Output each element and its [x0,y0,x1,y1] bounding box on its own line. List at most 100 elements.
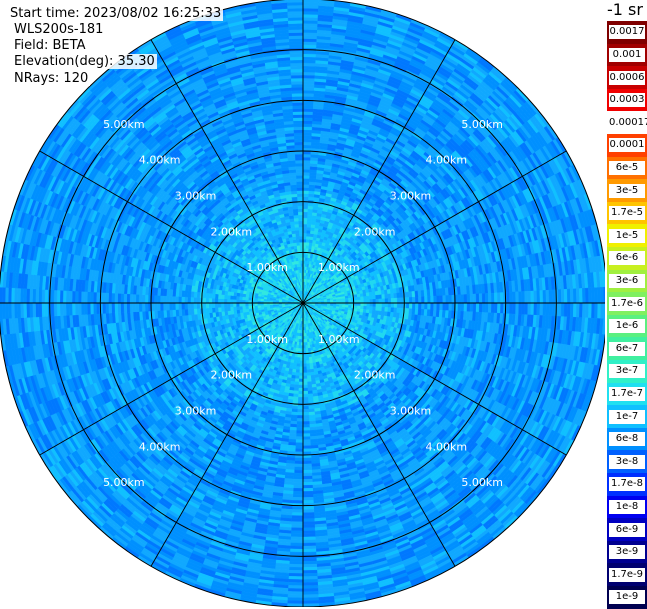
data-cell [434,296,437,303]
data-cell [552,290,555,303]
data-cell [497,303,500,313]
data-cell [604,287,605,303]
data-cell [303,136,312,139]
data-cell [491,293,494,303]
data-cell [549,290,552,303]
data-cell [470,303,473,312]
data-cell [394,303,397,308]
data-cell [366,306,369,310]
data-cell [358,300,361,303]
data-cell [552,303,555,316]
data-cell [303,157,311,160]
data-cell [522,291,525,303]
data-cell [303,102,314,105]
data-cell [473,303,476,312]
data-cell [470,294,473,303]
data-cell [303,236,307,239]
data-cell [537,291,540,303]
data-cell [534,291,537,303]
data-cell [479,294,482,303]
data-cell [440,296,443,303]
data-cell [388,303,391,308]
data-cell [491,303,494,313]
data-cell [303,245,306,248]
data-cell [516,292,519,303]
data-cell [406,297,409,303]
data-cell [476,294,479,303]
data-cell [488,293,491,303]
data-cell [464,303,467,312]
data-cell [424,303,427,310]
data-cell [307,218,312,221]
data-cell [303,115,313,118]
data-cell [303,187,309,190]
data-cell [306,239,309,242]
data-cell [303,72,315,75]
data-cell [361,300,364,303]
data-cell [303,172,310,175]
data-cell [388,298,391,303]
data-cell [415,297,418,303]
data-cell [360,306,363,309]
data-cell [461,295,464,303]
data-cell [525,291,528,303]
data-cell [303,54,316,57]
data-cell [303,181,309,184]
data-cell [370,299,373,303]
data-cell [303,224,307,227]
data-cell [367,299,370,303]
data-cell [564,303,567,317]
data-cell [528,291,531,303]
data-cell [303,108,313,111]
data-cell [558,303,561,317]
data-cell [360,297,363,300]
data-cell [531,303,534,315]
data-cell [424,296,427,303]
data-cell [546,290,549,303]
data-cell [303,184,309,187]
data-cell [303,163,310,166]
data-cell [397,298,400,303]
data-cell [303,239,306,242]
data-cell [342,299,345,301]
data-cell [531,291,534,303]
data-cell [446,303,449,311]
data-cell [303,209,308,212]
data-cell [382,299,385,303]
data-cell [303,121,313,124]
data-cell [303,39,317,42]
data-cell [385,299,388,303]
data-cell [500,292,503,303]
data-cell [303,230,307,233]
data-cell [303,197,309,200]
data-cell [382,294,385,298]
data-cell [366,296,369,300]
data-cell [549,303,552,316]
data-cell [307,224,311,227]
data-cell [434,303,437,310]
data-cell [467,294,470,303]
data-cell [357,306,360,309]
data-cell [370,307,373,311]
data-cell [379,299,382,303]
data-cell [307,221,311,224]
data-cell [604,303,605,319]
data-cell [303,178,310,181]
data-cell [307,233,311,236]
data-cell [303,154,311,157]
data-cell [306,245,309,248]
data-cell [303,194,309,197]
data-cell [506,303,509,314]
data-cell [427,303,430,310]
data-cell [303,169,310,172]
data-cell [363,296,366,299]
data-cell [303,175,310,178]
data-cell [449,295,452,303]
data-cell [307,230,311,233]
data-cell [303,96,314,99]
data-cell [379,307,382,311]
data-cell [303,0,319,2]
data-cell [370,296,373,300]
data-cell [303,105,313,108]
data-cell [303,242,306,245]
